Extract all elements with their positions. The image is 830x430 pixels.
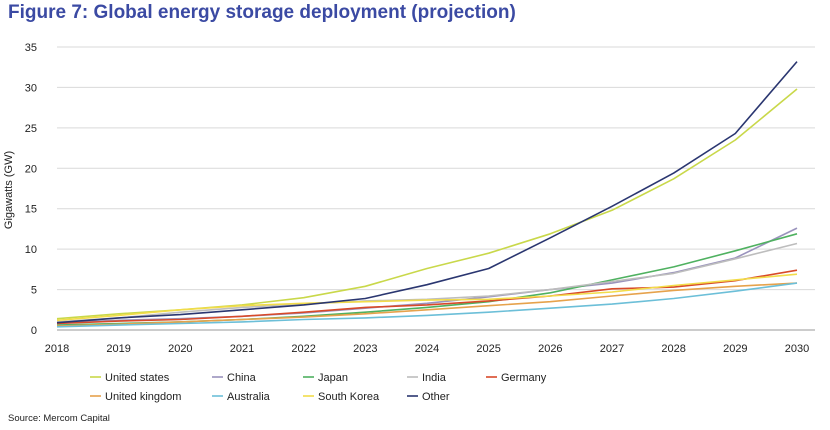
y-tick-label: 25 <box>25 123 37 135</box>
y-tick-label: 20 <box>25 163 37 175</box>
legend-item: Germany <box>486 372 547 384</box>
series-line-australia <box>56 282 798 328</box>
series-lines <box>56 61 798 328</box>
y-tick-label: 10 <box>25 244 37 256</box>
legend-label: Germany <box>501 372 547 384</box>
legend-label: South Korea <box>318 391 380 403</box>
y-tick-label: 5 <box>31 285 37 297</box>
y-tick-label: 15 <box>25 204 37 216</box>
x-tick-label: 2028 <box>661 343 685 355</box>
series-line-germany <box>56 269 798 325</box>
x-tick-label: 2030 <box>785 343 809 355</box>
x-tick-label: 2021 <box>230 343 254 355</box>
x-tick-label: 2027 <box>600 343 624 355</box>
series-line-other <box>56 61 798 324</box>
legend: United states China Japan India Germany Unite… <box>90 372 547 403</box>
legend-item: Australia <box>212 391 271 403</box>
series-line-united-kingdom <box>56 282 798 327</box>
y-axis-ticks: 0 5 10 15 20 25 30 35 <box>25 42 37 337</box>
legend-label: China <box>227 372 257 384</box>
x-tick-label: 2019 <box>106 343 130 355</box>
legend-item: Japan <box>303 372 348 384</box>
x-tick-label: 2029 <box>723 343 747 355</box>
y-axis-label: Gigawatts (GW) <box>3 151 15 229</box>
x-axis-ticks: 2018 2019 2020 2021 2022 2023 2024 2025 2026 2027… <box>45 343 809 355</box>
x-tick-label: 2018 <box>45 343 69 355</box>
legend-label: Australia <box>227 391 271 403</box>
legend-item: China <box>212 372 257 384</box>
legend-label: United kingdom <box>105 391 181 403</box>
legend-label: India <box>422 372 447 384</box>
x-tick-label: 2023 <box>353 343 377 355</box>
x-tick-label: 2025 <box>476 343 500 355</box>
series-line-india <box>56 242 798 323</box>
y-tick-label: 35 <box>25 42 37 54</box>
legend-item: Other <box>407 391 450 403</box>
y-tick-label: 30 <box>25 82 37 94</box>
legend-item: South Korea <box>303 391 380 403</box>
x-tick-label: 2024 <box>415 343 439 355</box>
y-tick-label: 0 <box>31 325 37 337</box>
gridlines <box>57 46 815 331</box>
source-note: Source: Mercom Capital <box>8 413 110 424</box>
x-tick-label: 2020 <box>168 343 192 355</box>
x-tick-label: 2022 <box>291 343 315 355</box>
series-line-china <box>56 227 798 324</box>
legend-item: India <box>407 372 447 384</box>
legend-label: Japan <box>318 372 348 384</box>
x-tick-label: 2026 <box>538 343 562 355</box>
legend-label: United states <box>105 372 170 384</box>
legend-label: Other <box>422 391 450 403</box>
chart-title: Figure 7: Global energy storage deployme… <box>8 2 516 23</box>
legend-item: United states <box>90 372 170 384</box>
series-line-south-korea <box>56 273 798 322</box>
legend-item: United kingdom <box>90 391 181 403</box>
